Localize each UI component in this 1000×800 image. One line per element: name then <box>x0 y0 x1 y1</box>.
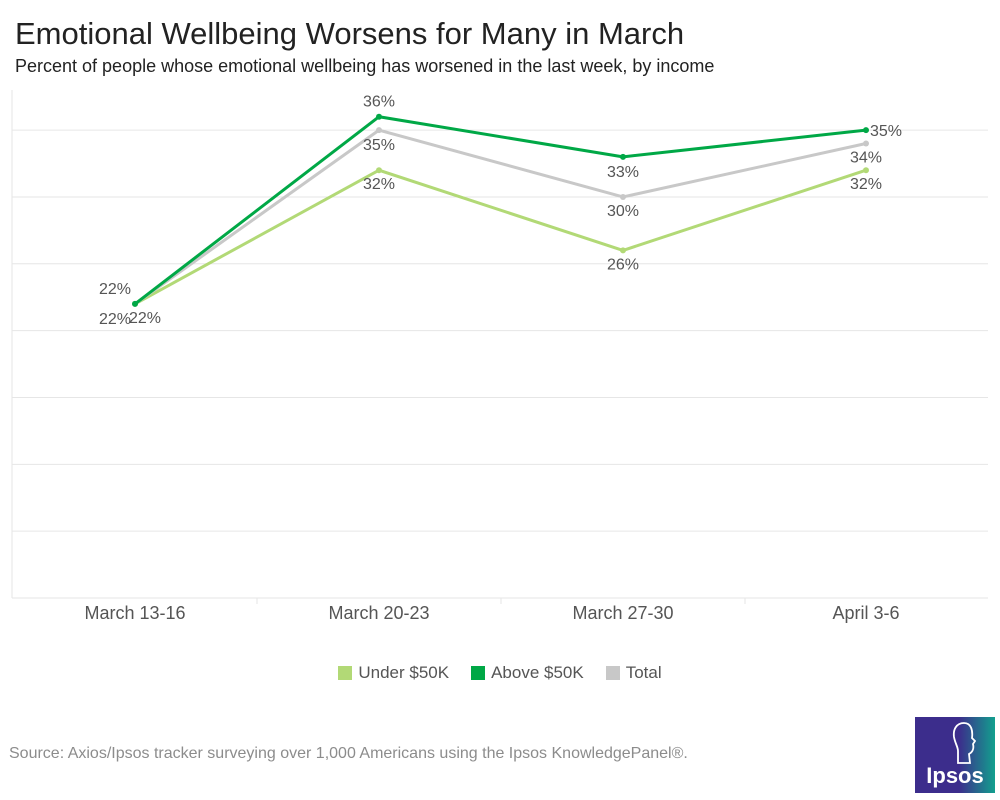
logo-text: Ipsos <box>926 763 984 788</box>
legend-item: Total <box>605 663 662 683</box>
legend-swatch <box>471 666 486 680</box>
data-point <box>376 113 382 120</box>
series-line <box>134 128 867 306</box>
data-point <box>376 127 382 134</box>
data-label: 30% <box>607 203 639 220</box>
head-silhouette-icon <box>952 722 976 764</box>
legend-label: Under $50K <box>358 663 450 682</box>
source-note: Source: Axios/Ipsos tracker surveying ov… <box>9 745 688 762</box>
data-label: 32% <box>850 176 882 193</box>
line-chart: March 13-16 March 20-23 March 27-30 April 3… <box>11 90 988 623</box>
data-label: 22% <box>129 310 161 327</box>
data-point <box>132 300 138 307</box>
data-point <box>863 127 869 134</box>
legend-label: Total <box>625 663 662 682</box>
data-point <box>863 140 869 147</box>
legend-swatch <box>338 666 353 680</box>
data-label: 32% <box>363 176 395 193</box>
legend-item: Above $50K <box>471 663 584 683</box>
x-tick-label: April 3-6 <box>832 603 899 623</box>
data-label: 22% <box>99 281 131 298</box>
data-label: 35% <box>363 137 395 154</box>
chart-subtitle: Percent of people whose emotional wellbe… <box>15 56 715 76</box>
data-label: 22% <box>99 311 131 328</box>
x-tick-label: March 13-16 <box>84 603 185 623</box>
chart-legend: Under $50K Above $50K Total <box>0 663 1000 683</box>
data-point <box>620 153 626 160</box>
x-tick-label: March 27-30 <box>572 603 673 623</box>
series-line <box>134 115 867 306</box>
ipsos-logo: Ipsos <box>915 717 995 793</box>
data-label: 34% <box>850 149 882 166</box>
series-line <box>134 168 867 306</box>
data-point <box>863 167 869 174</box>
legend-label: Above $50K <box>491 663 584 682</box>
data-label: 36% <box>363 94 395 111</box>
data-label: 26% <box>607 256 639 273</box>
data-label: 35% <box>870 123 902 140</box>
data-label: 33% <box>607 164 639 181</box>
legend-swatch <box>605 666 620 680</box>
chart-title: Emotional Wellbeing Worsens for Many in … <box>15 16 685 51</box>
data-point <box>620 247 626 254</box>
data-point <box>376 167 382 174</box>
x-tick-label: March 20-23 <box>328 603 429 623</box>
data-point <box>620 193 626 200</box>
legend-item: Under $50K <box>338 663 449 683</box>
